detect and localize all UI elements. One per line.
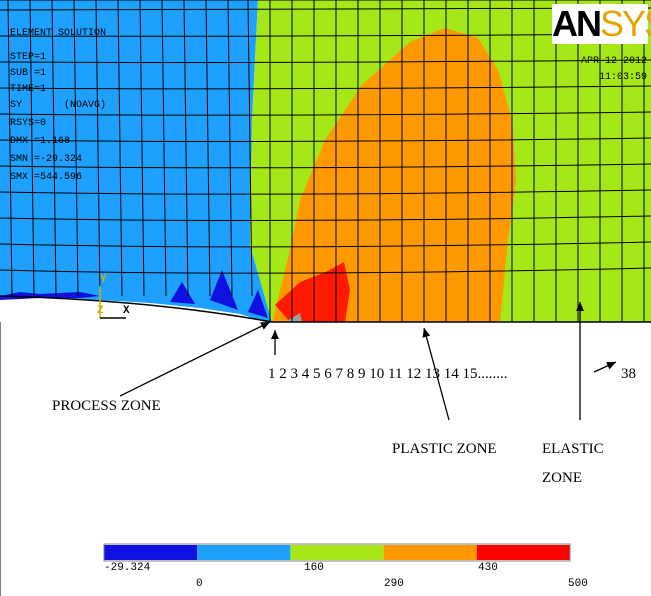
legend-swatch-2 — [197, 545, 291, 560]
mesh-line — [0, 85, 651, 90]
mesh-line — [7, 0, 13, 297]
low-stress-spike-2 — [210, 270, 238, 310]
plastic-zone-arrow — [423, 327, 450, 421]
mesh-line — [0, 137, 651, 142]
legend-value-6: 500 — [568, 578, 588, 590]
elastic-zone-label-line2: ZONE — [542, 470, 582, 486]
mesh-grid — [0, 0, 651, 322]
low-stress-spike-1 — [170, 282, 195, 304]
mesh-line — [0, 267, 651, 274]
elastic-zone-label-line1: ELASTIC — [542, 441, 604, 457]
mesh-line — [0, 241, 651, 248]
info-dmx: DMX =1.168 — [10, 136, 71, 147]
info-time: TIME=1 — [10, 84, 47, 95]
elastic-region-blue — [0, 0, 272, 322]
triad-z-label: Z — [97, 305, 104, 317]
legend-border — [103, 543, 571, 562]
info-rsys: RSYS=0 — [10, 118, 47, 129]
info-title: ELEMENT SOLUTION — [10, 28, 107, 39]
plastic-zone-region — [272, 28, 516, 322]
element-number-end: 38 — [621, 366, 636, 382]
legend-swatch-3 — [290, 545, 384, 560]
time-label: 11:03:59 — [598, 72, 647, 83]
legend-value-2: 0 — [196, 578, 203, 590]
low-stress-strip — [0, 292, 100, 300]
legend-swatch-5 — [476, 545, 570, 560]
mesh-line — [95, 0, 101, 297]
elastic-zone-arrow-head — [576, 302, 584, 311]
legend-swatch-1 — [104, 545, 198, 560]
plastic-zone-label: PLASTIC ZONE — [392, 441, 497, 457]
legend-value-5: 430 — [478, 562, 498, 574]
element-one-arrow-head — [271, 330, 279, 339]
info-step: STEP=1 — [10, 52, 47, 63]
crack-tip-element — [285, 313, 302, 322]
mesh-line — [0, 163, 651, 169]
mesh-line — [0, 59, 651, 64]
legend-value-4: 290 — [384, 578, 404, 590]
mesh-line — [51, 0, 57, 297]
triad-y-label: Y — [100, 274, 107, 286]
crack-boundary — [0, 295, 651, 323]
mesh-line — [73, 0, 79, 297]
legend-value-1: -29.324 — [104, 562, 151, 574]
ansys-logo: ANSYS — [552, 4, 651, 44]
legend-swatch-4 — [383, 545, 477, 560]
mesh-line — [0, 33, 651, 37]
legend-value-3: 160 — [304, 562, 324, 574]
element-number-sequence: 1 2 3 4 5 6 7 8 9 10 11 12 13 14 15.....… — [268, 366, 508, 382]
info-smn: SMN =-29.324 — [10, 154, 83, 165]
triad-x-label: X — [123, 305, 130, 317]
mesh-line — [0, 111, 651, 116]
mesh-line — [117, 0, 123, 297]
info-sub: SUB =1 — [10, 68, 47, 79]
process-zone-arrow-head — [260, 322, 270, 330]
element-number-arrow-head — [606, 362, 616, 370]
mesh-line — [29, 0, 35, 297]
mesh-line — [0, 215, 651, 221]
info-sy: SY (NOAVG) — [10, 100, 107, 111]
process-zone-arrow — [119, 321, 271, 397]
process-zone-label: PROCESS ZONE — [52, 398, 161, 414]
date-label: APR 12 2012 — [580, 56, 647, 67]
info-smx: SMX =544.596 — [10, 172, 83, 183]
process-zone-red — [275, 262, 350, 322]
mesh-line — [0, 189, 651, 195]
plastic-zone-arrow-head — [422, 328, 431, 338]
low-stress-spike-3 — [248, 290, 268, 318]
